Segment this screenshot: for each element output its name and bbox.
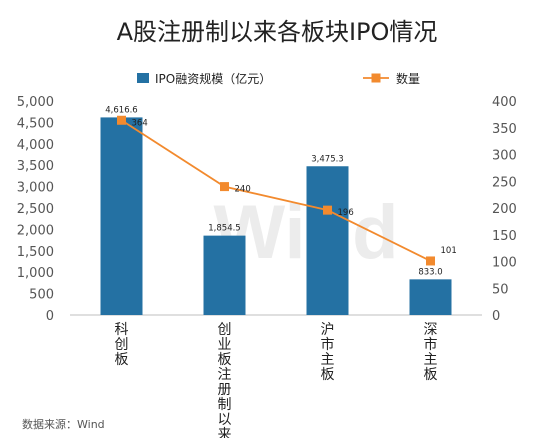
line-marker [117, 115, 126, 125]
line-series: 364 240 196 101 [117, 115, 457, 266]
line-path [121, 119, 431, 262]
right-axis-tick: 200 [492, 202, 517, 217]
category-label: 创业板注册制以来 [218, 322, 232, 438]
line-marker [323, 205, 332, 215]
bar [203, 235, 246, 315]
left-axis-tick: 1,000 [17, 266, 54, 281]
left-axis-tick: 3,000 [17, 181, 54, 196]
line-data-label: 364 [132, 118, 148, 128]
legend-label: 数量 [396, 71, 420, 86]
line-marker [220, 182, 229, 192]
bar-data-label: 1,854.5 [208, 224, 240, 234]
left-axis-tick: 4,000 [17, 138, 54, 153]
right-axis-tick: 250 [492, 175, 517, 190]
bar-data-label: 4,616.6 [105, 105, 137, 115]
line-data-label: 196 [338, 208, 354, 218]
legend: IPO融资规模（亿元） 数量 [137, 71, 420, 86]
line-marker [426, 256, 435, 266]
category-labels: 科创板 创业板注册制以来 沪市主板 深市主板 [115, 322, 438, 438]
bar [306, 166, 349, 315]
left-axis-tick: 1,500 [17, 245, 54, 260]
line-data-label: 240 [235, 185, 251, 195]
source-note: 数据来源：Wind [22, 417, 105, 431]
bar-data-label: 833.0 [418, 267, 442, 277]
left-axis-tick: 5,000 [17, 95, 54, 110]
chart-title: A股注册制以来各板块IPO情况 [117, 18, 438, 46]
legend-swatch-marker [371, 73, 381, 83]
bar [409, 279, 452, 315]
right-axis-tick: 0 [492, 309, 500, 324]
left-axis-tick: 0 [46, 309, 54, 324]
category-label: 深市主板 [424, 322, 438, 383]
bar-data-label: 3,475.3 [311, 154, 343, 164]
left-axis-tick: 2,500 [17, 202, 54, 217]
bar-series: 4,616.6 1,854.5 3,475.3 833.0 [100, 105, 452, 316]
right-axis-tick: 300 [492, 149, 517, 164]
right-axis-tick: 350 [492, 122, 517, 137]
left-axis-tick: 3,500 [17, 159, 54, 174]
left-axis-tick: 2,000 [17, 223, 54, 238]
left-axis-tick: 500 [29, 288, 54, 303]
right-axis-tick: 100 [492, 256, 517, 271]
right-axis-tick: 150 [492, 229, 517, 244]
legend-swatch-bar [137, 73, 149, 83]
left-axis-tick: 4,500 [17, 116, 54, 131]
line-data-label: 101 [441, 246, 457, 256]
category-label: 科创板 [115, 322, 129, 368]
bar [100, 117, 143, 316]
right-axis-tick: 400 [492, 95, 517, 110]
legend-label: IPO融资规模（亿元） [155, 71, 271, 86]
right-axis: 0 50 100 150 200 250 300 350 400 [492, 95, 517, 324]
category-label: 沪市主板 [321, 322, 335, 383]
right-axis-tick: 50 [492, 282, 509, 297]
